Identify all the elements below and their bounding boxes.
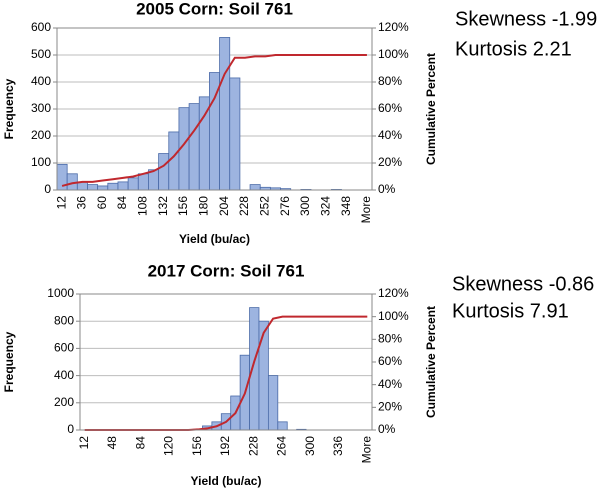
chart-title: 2017 Corn: Soil 761	[148, 261, 305, 280]
y-tick-label: 600	[54, 341, 74, 355]
annotation: Skewness -0.86	[452, 273, 594, 295]
cumulative-line	[84, 315, 368, 431]
cumulative-line	[61, 54, 367, 187]
y2-tick-label: 20%	[378, 155, 402, 169]
bar	[56, 163, 68, 191]
y2-tick-label: 100%	[378, 47, 409, 61]
bar	[229, 77, 241, 191]
y-tick-label: 1000	[47, 286, 74, 300]
annotation: Kurtosis 7.91	[452, 300, 569, 322]
x-axis-title: Yield (bu/ac)	[191, 474, 262, 488]
x-tick-label: 300	[303, 436, 317, 456]
y2-tick-label: 40%	[378, 377, 402, 391]
x-tick-label: 132	[156, 196, 170, 216]
bar	[97, 185, 109, 191]
x-tick-label: 204	[217, 196, 231, 216]
x-tick-label: 228	[237, 196, 251, 216]
bar	[277, 421, 288, 431]
y-tick-label: 600	[31, 20, 51, 34]
x-tick-label: 156	[176, 196, 190, 216]
x-tick-label: More	[359, 436, 373, 464]
bar	[117, 181, 129, 191]
x-tick-label: 348	[339, 196, 353, 216]
x-tick-label: 324	[318, 196, 332, 216]
y2-tick-label: 80%	[378, 332, 402, 346]
x-tick-label: 228	[246, 436, 260, 456]
x-tick-label: 252	[257, 196, 271, 216]
y-tick-label: 0	[44, 182, 51, 196]
y2-tick-label: 0%	[378, 422, 396, 436]
x-tick-label: 300	[298, 196, 312, 216]
bar	[219, 37, 231, 191]
plot-frame	[79, 293, 373, 431]
bar	[107, 182, 119, 191]
x-tick-label: 48	[105, 436, 119, 450]
x-tick-label: 264	[275, 436, 289, 456]
y2-tick-label: 60%	[378, 354, 402, 368]
bar	[127, 177, 139, 191]
y2-tick-label: 100%	[378, 309, 409, 323]
y2-tick-label: 0%	[378, 182, 396, 196]
y-tick-label: 500	[31, 47, 51, 61]
x-axis-title: Yield (bu/ac)	[179, 232, 250, 246]
x-tick-label: 60	[95, 196, 109, 210]
y2-tick-label: 80%	[378, 74, 402, 88]
bar	[249, 184, 261, 191]
x-tick-label: 36	[75, 196, 89, 210]
chart-title: 2005 Corn: Soil 761	[136, 0, 293, 18]
x-tick-label: 84	[133, 436, 147, 450]
y-tick-label: 100	[31, 155, 51, 169]
annotation: Kurtosis 2.21	[455, 38, 572, 60]
y-tick-label: 400	[31, 74, 51, 88]
x-tick-label: 108	[136, 196, 150, 216]
bar	[258, 320, 269, 431]
x-tick-label: 120	[162, 436, 176, 456]
y2-tick-label: 40%	[378, 128, 402, 142]
y-axis-title: Frequency	[2, 78, 16, 139]
y2-axis-title: Cumulative Percent	[424, 53, 438, 165]
y2-axis-title: Cumulative Percent	[424, 306, 438, 418]
bar	[137, 173, 149, 191]
x-tick-label: 180	[197, 196, 211, 216]
bar	[87, 184, 99, 191]
x-tick-label: 12	[77, 436, 91, 450]
x-tick-label: 156	[190, 436, 204, 456]
y2-tick-label: 60%	[378, 101, 402, 115]
bar	[158, 153, 170, 191]
y-tick-label: 200	[31, 128, 51, 142]
y2-tick-label: 120%	[378, 286, 409, 300]
x-tick-label: 12	[54, 196, 68, 210]
x-tick-label: 336	[331, 436, 345, 456]
y-tick-label: 200	[54, 395, 74, 409]
plot-frame	[56, 27, 373, 191]
x-tick-label: 84	[115, 196, 129, 210]
annotation: Skewness -1.99	[455, 8, 597, 30]
bar	[188, 103, 200, 191]
y-axis-title: Frequency	[2, 331, 16, 392]
y-tick-label: 300	[31, 101, 51, 115]
bar	[249, 307, 260, 431]
x-tick-label: 276	[278, 196, 292, 216]
y-tick-label: 400	[54, 368, 74, 382]
y-tick-label: 0	[67, 422, 74, 436]
y2-tick-label: 120%	[378, 20, 409, 34]
bar	[168, 131, 180, 191]
x-tick-label: 192	[218, 436, 232, 456]
x-tick-label: More	[359, 196, 373, 224]
y2-tick-label: 20%	[378, 400, 402, 414]
y-tick-label: 800	[54, 313, 74, 327]
bar	[267, 375, 279, 431]
